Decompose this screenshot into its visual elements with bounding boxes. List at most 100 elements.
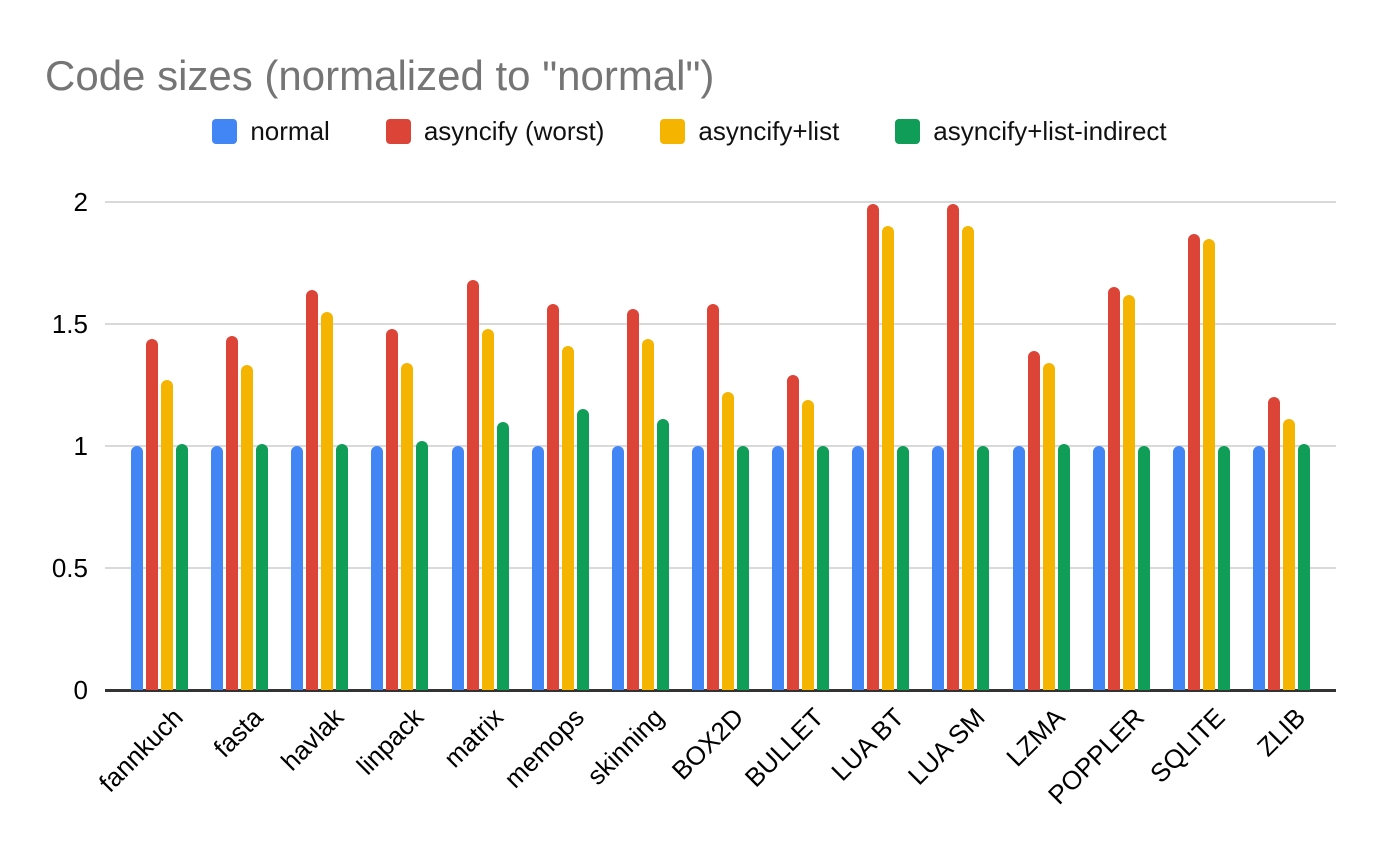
bar-group-LUA SM xyxy=(932,202,990,690)
bar-asyncify+list-indirect-LUA SM xyxy=(977,446,990,690)
bar-group-matrix xyxy=(451,202,509,690)
bar-asyncify+list-indirect-LZMA xyxy=(1057,443,1070,690)
bar-normal-linpack xyxy=(371,446,384,690)
bar-normal-LZMA xyxy=(1012,446,1025,690)
bar-normal-POPPLER xyxy=(1092,446,1105,690)
bar-normal-LUA BT xyxy=(852,446,865,690)
bar-asyncify (worst)-fasta xyxy=(226,336,239,690)
bar-asyncify+list-SQLITE xyxy=(1202,238,1215,690)
bar-asyncify+list-fasta xyxy=(241,365,254,690)
bar-asyncify+list-fannkuch xyxy=(161,380,173,690)
bar-asyncify+list-matrix xyxy=(481,328,494,690)
y-axis-tick-label: 2 xyxy=(73,187,88,217)
bar-normal-ZLIB xyxy=(1253,446,1265,690)
x-axis-label-havlak: havlak xyxy=(274,702,350,777)
bar-asyncify+list-indirect-skinning xyxy=(656,419,669,690)
legend-swatch-asyncify-worst xyxy=(385,119,411,144)
bar-group-LZMA xyxy=(1012,202,1070,690)
bar-asyncify+list-indirect-fasta xyxy=(256,443,269,690)
x-axis-label-ZLIB: ZLIB xyxy=(1250,702,1311,763)
x-axis-label-linpack: linpack xyxy=(350,702,430,781)
x-axis-label-BULLET: BULLET xyxy=(739,702,830,793)
x-axis-label-matrix: matrix xyxy=(438,702,510,774)
bar-asyncify+list-LUA SM xyxy=(962,226,975,690)
bar-asyncify+list-LZMA xyxy=(1042,363,1055,690)
gridline-1.5 xyxy=(105,323,1336,325)
legend-item-asyncify-list-indirect: asyncify+list-indirect xyxy=(895,116,1167,147)
x-axis-label-LUA SM: LUA SM xyxy=(901,702,991,791)
bar-asyncify+list-BOX2D xyxy=(722,392,734,690)
bar-normal-LUA SM xyxy=(932,446,945,690)
chart-title: Code sizes (normalized to "normal") xyxy=(45,52,715,99)
bar-asyncify (worst)-BOX2D xyxy=(707,304,719,690)
x-axis-label-BOX2D: BOX2D xyxy=(666,702,750,786)
x-axis-baseline xyxy=(105,689,1336,692)
y-axis-tick-label: 0.5 xyxy=(51,553,88,583)
legend: normal asyncify (worst) asyncify+list as… xyxy=(0,116,1379,147)
bar-group-memops xyxy=(531,202,589,690)
legend-item-normal: normal xyxy=(212,116,330,147)
legend-label-asyncify-list-indirect: asyncify+list-indirect xyxy=(933,116,1167,146)
y-axis-tick-label: 1.5 xyxy=(51,309,88,339)
bar-asyncify+list-indirect-havlak xyxy=(336,443,349,690)
bar-asyncify+list-havlak xyxy=(321,311,334,690)
bar-asyncify+list-indirect-SQLITE xyxy=(1217,446,1230,690)
bar-asyncify+list-indirect-ZLIB xyxy=(1298,443,1310,690)
bar-asyncify+list-indirect-matrix xyxy=(496,421,509,690)
bar-group-linpack xyxy=(371,202,429,690)
bar-group-POPPLER xyxy=(1092,202,1150,690)
bar-normal-havlak xyxy=(291,446,304,690)
bar-normal-memops xyxy=(531,446,544,690)
bar-asyncify (worst)-LUA BT xyxy=(867,204,880,690)
legend-item-asyncify-list: asyncify+list xyxy=(660,116,839,147)
bar-asyncify+list-indirect-BULLET xyxy=(817,446,830,690)
bar-normal-skinning xyxy=(611,446,624,690)
bar-asyncify (worst)-havlak xyxy=(306,289,319,690)
x-axis-label-fannkuch: fannkuch xyxy=(92,702,189,798)
bar-asyncify+list-indirect-fannkuch xyxy=(176,443,188,690)
y-axis-tick-label: 0 xyxy=(73,675,88,705)
bar-asyncify (worst)-BULLET xyxy=(787,375,800,690)
bar-asyncify+list-BULLET xyxy=(802,399,815,690)
x-axis-label-LZMA: LZMA xyxy=(1000,702,1071,773)
bar-asyncify (worst)-fannkuch xyxy=(146,338,158,690)
bar-group-ZLIB xyxy=(1253,202,1310,690)
bar-asyncify+list-indirect-LUA BT xyxy=(897,446,910,690)
bar-group-LUA BT xyxy=(852,202,910,690)
legend-item-asyncify-worst: asyncify (worst) xyxy=(385,116,605,147)
bar-asyncify+list-indirect-BOX2D xyxy=(737,446,749,690)
legend-swatch-asyncify-list xyxy=(660,119,686,144)
x-axis-label-SQLITE: SQLITE xyxy=(1143,702,1231,789)
bar-group-BULLET xyxy=(772,202,830,690)
gridline-1 xyxy=(105,445,1336,447)
bar-asyncify+list-skinning xyxy=(641,338,654,690)
bar-normal-BULLET xyxy=(772,446,785,690)
bar-asyncify+list-memops xyxy=(561,345,574,690)
bar-asyncify+list-indirect-linpack xyxy=(416,441,429,690)
bar-group-havlak xyxy=(291,202,349,690)
gridline-0.5 xyxy=(105,567,1336,569)
bar-asyncify (worst)-memops xyxy=(546,304,559,690)
legend-label-asyncify-worst: asyncify (worst) xyxy=(423,116,605,146)
x-axis-label-skinning: skinning xyxy=(580,702,670,791)
bar-asyncify (worst)-LZMA xyxy=(1027,350,1040,690)
legend-label-asyncify-list: asyncify+list xyxy=(698,116,840,146)
bar-asyncify (worst)-matrix xyxy=(466,280,479,690)
bar-asyncify+list-indirect-POPPLER xyxy=(1137,446,1150,690)
bar-group-BOX2D xyxy=(692,202,749,690)
bar-group-fasta xyxy=(211,202,269,690)
legend-swatch-normal xyxy=(212,119,238,144)
bar-group-SQLITE xyxy=(1172,202,1230,690)
bar-asyncify (worst)-POPPLER xyxy=(1107,287,1120,690)
gridline-2 xyxy=(105,201,1336,203)
x-axis-label-fasta: fasta xyxy=(207,702,269,764)
bar-asyncify+list-indirect-memops xyxy=(576,409,589,690)
bar-normal-BOX2D xyxy=(692,446,704,690)
bar-asyncify (worst)-SQLITE xyxy=(1187,233,1200,690)
bar-asyncify (worst)-LUA SM xyxy=(947,204,960,690)
bar-asyncify (worst)-ZLIB xyxy=(1268,397,1280,690)
bar-asyncify+list-linpack xyxy=(401,363,414,690)
bar-asyncify+list-POPPLER xyxy=(1122,294,1135,690)
y-axis-tick-label: 1 xyxy=(73,431,88,461)
